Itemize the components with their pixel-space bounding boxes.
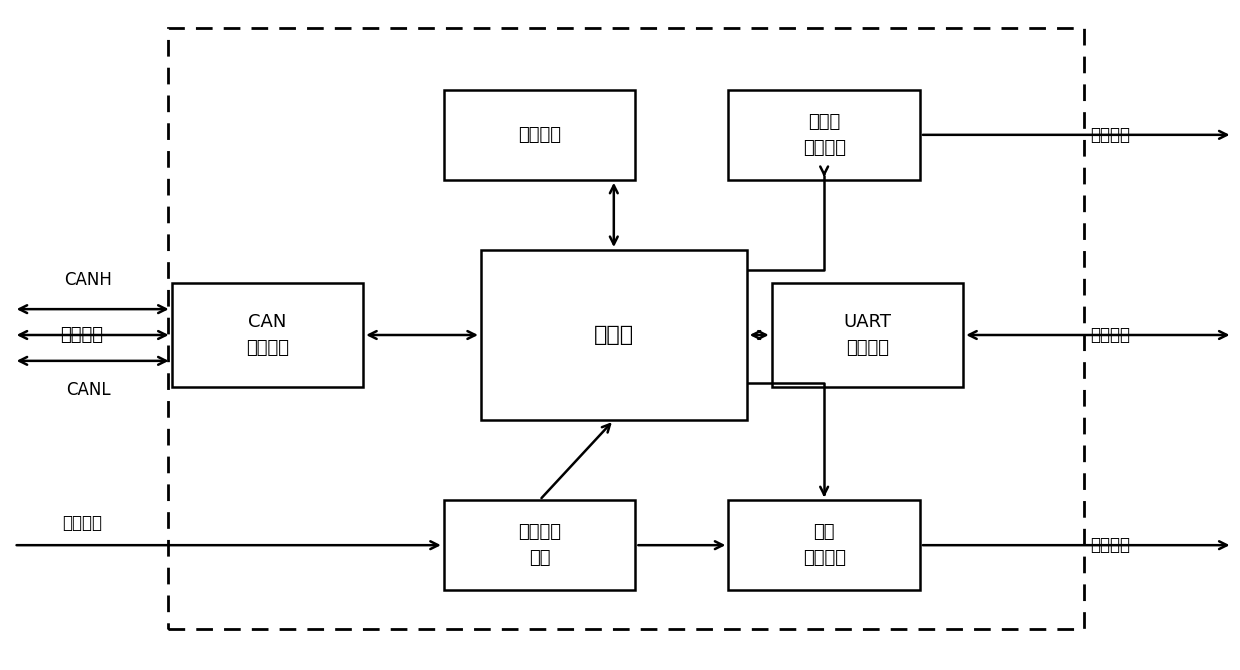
Text: 监测信号: 监测信号 <box>1090 326 1130 344</box>
Text: 模块电压: 模块电压 <box>62 514 102 532</box>
Text: 供电电源
电路: 供电电源 电路 <box>518 523 560 567</box>
Text: 保护信号: 保护信号 <box>1090 536 1130 554</box>
Text: 控制信号: 控制信号 <box>1090 126 1130 144</box>
Bar <box>171 283 363 387</box>
Text: CANL: CANL <box>66 381 110 399</box>
Bar <box>728 500 920 590</box>
Bar <box>771 283 963 387</box>
Bar <box>728 90 920 180</box>
Text: 数字量
输出接口: 数字量 输出接口 <box>802 113 846 157</box>
Text: 控制器: 控制器 <box>594 325 634 345</box>
Bar <box>481 250 746 420</box>
Text: 数据存储: 数据存储 <box>518 126 560 144</box>
Text: 保护
电路接口: 保护 电路接口 <box>802 523 846 567</box>
Text: UART
通信接口: UART 通信接口 <box>843 313 892 357</box>
Bar <box>169 28 1084 628</box>
Bar <box>444 500 635 590</box>
Text: 采样数据: 采样数据 <box>61 326 103 344</box>
Bar <box>444 90 635 180</box>
Text: CANH: CANH <box>64 271 112 289</box>
Text: CAN
通信接口: CAN 通信接口 <box>246 313 289 357</box>
